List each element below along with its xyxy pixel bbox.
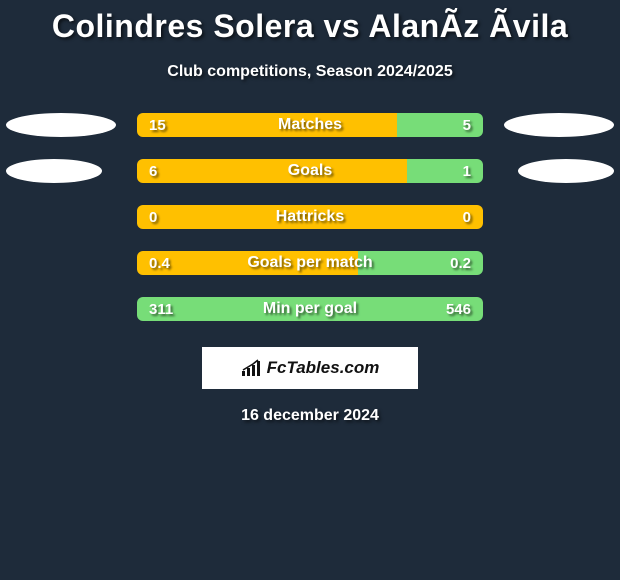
stat-row: 311546Min per goal <box>0 297 620 321</box>
stat-value-left: 0 <box>137 205 169 229</box>
stat-value-left: 15 <box>137 113 178 137</box>
stat-value-right: 0 <box>451 205 483 229</box>
bar-seg-left <box>137 205 483 229</box>
stat-bar: 0.40.2Goals per match <box>137 251 483 275</box>
stat-row: 0.40.2Goals per match <box>0 251 620 275</box>
stat-row: 155Matches <box>0 113 620 137</box>
brand-badge: FcTables.com <box>202 347 418 389</box>
stat-row: 61Goals <box>0 159 620 183</box>
stat-row: 00Hattricks <box>0 205 620 229</box>
stat-value-left: 0.4 <box>137 251 182 275</box>
bar-seg-left <box>137 159 407 183</box>
stat-value-right: 546 <box>434 297 483 321</box>
player-ellipse-left <box>6 159 102 183</box>
stat-value-left: 6 <box>137 159 169 183</box>
stat-value-right: 1 <box>451 159 483 183</box>
player-ellipse-right <box>518 159 614 183</box>
brand-text: FcTables.com <box>267 358 380 378</box>
page-subtitle: Club competitions, Season 2024/2025 <box>0 63 620 81</box>
comparison-card: Colindres Solera vs AlanÃz Ãvila Club co… <box>0 0 620 425</box>
stat-value-left: 311 <box>137 297 185 321</box>
stat-value-right: 5 <box>451 113 483 137</box>
bar-seg-right <box>137 297 483 321</box>
stat-bar: 00Hattricks <box>137 205 483 229</box>
player-ellipse-left <box>6 113 116 137</box>
stats-rows: 155Matches61Goals00Hattricks0.40.2Goals … <box>0 113 620 321</box>
stat-bar: 61Goals <box>137 159 483 183</box>
footer-date: 16 december 2024 <box>0 407 620 425</box>
player-ellipse-right <box>504 113 614 137</box>
stat-bar: 155Matches <box>137 113 483 137</box>
stat-value-right: 0.2 <box>438 251 483 275</box>
page-title: Colindres Solera vs AlanÃz Ãvila <box>0 8 620 45</box>
chart-icon <box>241 359 263 377</box>
stat-bar: 311546Min per goal <box>137 297 483 321</box>
